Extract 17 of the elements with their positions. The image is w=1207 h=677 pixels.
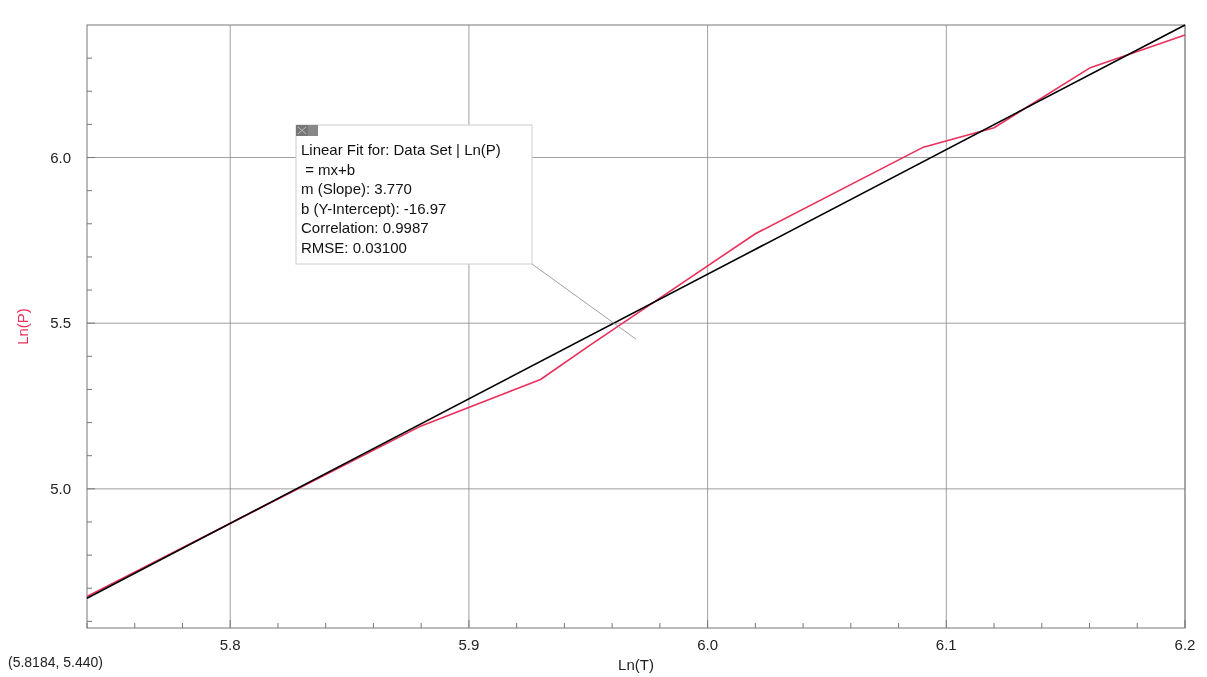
- annotation: Linear Fit for: Data Set | Ln(P): [301, 141, 501, 158]
- x-tick-label: 6.1: [935, 636, 957, 653]
- y-tick-label: 6.0: [50, 148, 71, 166]
- x-tick-label: 5.9: [458, 636, 480, 653]
- annotation: m (Slope): 3.770: [301, 180, 412, 197]
- x-tick-label: 5.8: [219, 636, 241, 653]
- y-axis-title: Ln(P): [14, 308, 31, 345]
- x-tick-label: 6.0: [697, 636, 719, 653]
- annotation: b (Y-Intercept): -16.97: [301, 199, 447, 217]
- text: (5.8184, 5.440): [8, 654, 103, 670]
- y-tick-label: 5.5: [50, 314, 71, 332]
- x-axis-title: Ln(T): [618, 656, 654, 673]
- y-tick-label: 5.0: [50, 479, 71, 497]
- annotation: Correlation: 0.9987: [301, 219, 429, 236]
- annotation: = mx+b: [301, 160, 356, 178]
- annotation: RMSE: 0.03100: [301, 238, 407, 256]
- x-tick-label: 6.2: [1174, 636, 1196, 653]
